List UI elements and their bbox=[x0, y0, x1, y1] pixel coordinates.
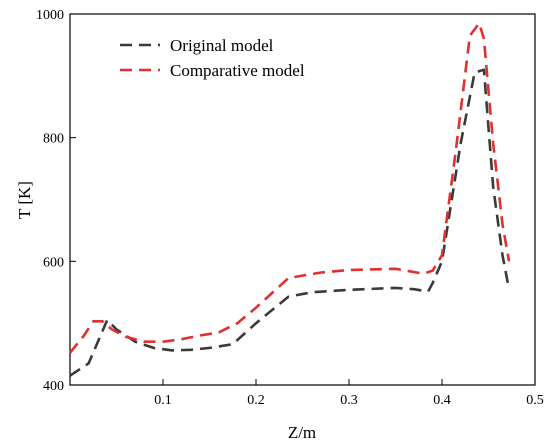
y-tick-label: 800 bbox=[43, 132, 64, 147]
x-tick-label: 0.2 bbox=[247, 393, 265, 408]
y-tick-label: 400 bbox=[43, 379, 64, 394]
y-axis-ticks: 400 600 800 1000 bbox=[36, 8, 76, 394]
plot-frame bbox=[69, 13, 536, 386]
x-axis-ticks: 0.1 0.2 0.3 0.4 0.5 bbox=[154, 379, 544, 408]
x-tick-label: 0.3 bbox=[340, 393, 358, 408]
x-tick-label: 0.4 bbox=[433, 393, 451, 408]
y-tick-label: 600 bbox=[43, 255, 64, 270]
legend-item: Original model bbox=[120, 36, 274, 55]
legend-label: Original model bbox=[170, 36, 274, 55]
series-line-1 bbox=[69, 68, 511, 377]
x-tick-label: 0.1 bbox=[154, 393, 172, 408]
x-axis-title: Z/m bbox=[288, 423, 316, 442]
legend-item: Comparative model bbox=[120, 61, 305, 80]
y-tick-label: 1000 bbox=[36, 8, 64, 23]
series-layer bbox=[68, 21, 511, 377]
x-tick-label: 0.5 bbox=[526, 393, 544, 408]
legend: Original model Comparative model bbox=[120, 36, 305, 80]
series-line-2 bbox=[68, 21, 511, 354]
y-axis-title: T [K] bbox=[15, 181, 34, 219]
legend-label: Comparative model bbox=[170, 61, 305, 80]
